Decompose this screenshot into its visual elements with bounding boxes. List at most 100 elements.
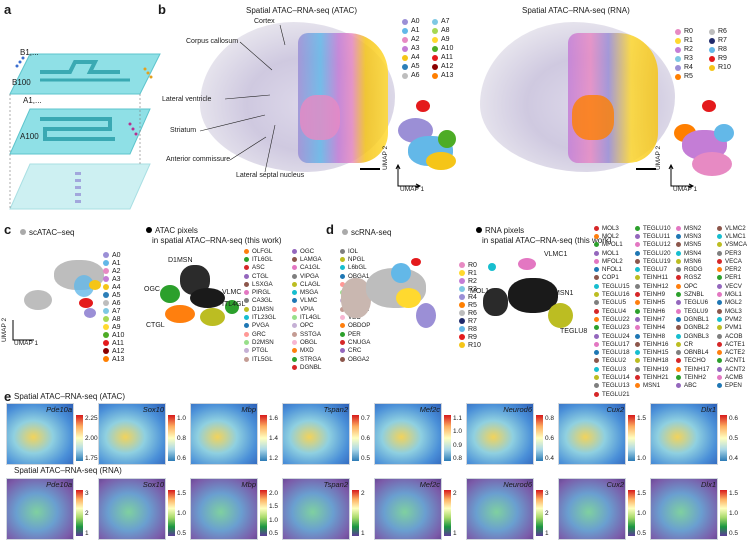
celltype-legend-item: STRGA xyxy=(292,355,338,363)
celltype-legend-item: TEGLU3 xyxy=(594,365,634,373)
legend-dot xyxy=(594,258,599,264)
celltype-legend-item: TEGLU12 xyxy=(635,241,675,249)
legend-item: R0 xyxy=(675,27,709,36)
legend-dot xyxy=(594,242,599,248)
legend-dot xyxy=(594,325,599,331)
rna-celltype-col-3: MSN2 MSN3 MSN5 MSN4 MSN6 RGDG RGSZ OPC SZNBL TEGL… xyxy=(676,224,716,398)
celltype-legend-item: PVM1 xyxy=(717,324,750,332)
legend-item: R10 xyxy=(709,63,743,72)
celltype-legend-item: LAMGA xyxy=(292,255,338,263)
celltype-label: TEGLU21 xyxy=(602,390,630,398)
celltype-legend-item: TEGLU5 xyxy=(594,299,634,307)
colorbar-tick: 1.0 xyxy=(637,510,647,517)
legend-dot xyxy=(594,275,599,281)
scale-bar-atac xyxy=(360,168,380,170)
colorbar-tick: 1.0 xyxy=(269,516,279,524)
colorbar-tick: 3 xyxy=(545,490,549,497)
legend-dot xyxy=(594,283,599,289)
celltype-legend-item: DGNBL2 xyxy=(676,324,716,332)
legend-item: A6 xyxy=(103,299,124,307)
legend-dot xyxy=(340,248,345,254)
legend-item: R8 xyxy=(709,45,743,54)
celltype-label: TEINH16 xyxy=(643,340,669,348)
colorbar-tick: 1.0 xyxy=(177,415,187,422)
legend-item: R3 xyxy=(459,285,481,293)
celltype-legend-item: ITL5GL xyxy=(244,355,290,363)
colorbar-tick: 2.0 xyxy=(269,490,279,497)
legend-dot xyxy=(244,256,249,262)
label-itl4gl: ITL4GL xyxy=(222,301,246,308)
colorbar-tick: 2.25 xyxy=(85,415,98,422)
rna-umap2-label: UMAP 2 xyxy=(655,145,662,170)
legend-dot xyxy=(292,323,297,329)
atac-umap1-label: UMAP 1 xyxy=(400,186,425,193)
scrna-umap xyxy=(336,248,456,338)
legend-dot xyxy=(676,225,681,231)
celltype-label: PER1 xyxy=(725,274,742,282)
colorbar-tick: 0.7 xyxy=(361,415,371,422)
celltype-label: TEINH11 xyxy=(643,274,668,282)
celltype-legend-item: OBGA1 xyxy=(340,272,386,280)
celltype-label: MSN2 xyxy=(684,224,702,232)
celltype-legend-item: DGNBL3 xyxy=(676,332,716,340)
celltype-legend-item: MGL1 xyxy=(717,290,750,298)
legend-dot xyxy=(635,242,640,248)
celltype-legend-item: PER3 xyxy=(717,249,750,257)
colorbar xyxy=(628,415,635,461)
rna-pixels-umap xyxy=(478,258,588,338)
gene-map-pde10a xyxy=(6,478,74,540)
legend-dot xyxy=(676,242,681,248)
celltype-label: ITL6GL xyxy=(252,255,273,263)
legend-item: R4 xyxy=(459,293,481,301)
panel-letter-a: a xyxy=(4,2,12,17)
gene-map-tspan2 xyxy=(282,403,350,465)
celltype-legend-item: MSN5 xyxy=(676,241,716,249)
celltype-legend-item: L6bGL xyxy=(340,264,386,272)
celltype-label: TEGLU11 xyxy=(643,232,671,240)
celltype-label: VIPGA xyxy=(300,272,319,280)
legend-item: R1 xyxy=(675,36,709,45)
celltype-legend-item: ACMB xyxy=(717,373,750,381)
celltype-legend-item: SZNBL xyxy=(676,290,716,298)
celltype-legend-item: MSGA xyxy=(292,288,338,296)
gene-label: Neurod6 xyxy=(503,405,532,414)
celltype-label: VSMCA xyxy=(725,241,748,249)
celltype-legend-item: TEGLU9 xyxy=(676,307,716,315)
celltype-legend-item: LSXGA xyxy=(244,280,290,288)
colorbar xyxy=(76,490,83,536)
celltype-legend-item: PER xyxy=(340,330,386,338)
celltype-label: TEGLU24 xyxy=(602,332,630,340)
legend-dot xyxy=(340,265,345,271)
celltype-legend-item: ACNT1 xyxy=(717,357,750,365)
legend-item: A12 xyxy=(432,62,462,71)
label-msn1: MSN1 xyxy=(554,290,574,297)
legend-dot xyxy=(594,391,599,397)
celltype-legend-item: VSMCA xyxy=(717,241,750,249)
celltype-label: TEGLU3 xyxy=(602,365,627,373)
gene-label: Cux2 xyxy=(606,480,624,489)
legend-item: A12 xyxy=(103,347,124,355)
celltype-label: STRGA xyxy=(300,355,322,363)
celltype-label: MSN1 xyxy=(643,382,661,390)
celltype-legend-item: OBGL xyxy=(292,338,338,346)
rna-pixels-subtitle: in spatial ATAC–RNA-seq (this work) xyxy=(482,236,612,245)
legend-dot xyxy=(292,331,297,337)
celltype-label: OBGA1 xyxy=(348,272,370,280)
celltype-legend-item: TEGLU20 xyxy=(635,249,675,257)
celltype-legend-item: PER2 xyxy=(717,265,750,273)
legend-dot xyxy=(244,306,249,312)
celltype-label: TEGLU2 xyxy=(602,357,627,365)
legend-item: A9 xyxy=(432,35,462,44)
celltype-label: NFOL1 xyxy=(602,266,622,274)
celltype-label: TEINH2 xyxy=(684,373,707,381)
gene-map-mbp xyxy=(190,478,258,540)
celltype-legend-item: MGL2 xyxy=(717,299,750,307)
celltype-legend-item: CRC xyxy=(340,347,386,355)
colorbar-tick: 0.6 xyxy=(361,435,371,442)
legend-item: A3 xyxy=(103,275,124,283)
legend-dot xyxy=(594,308,599,314)
celltype-legend-item: ITL23GL xyxy=(244,313,290,321)
legend-item: R6 xyxy=(459,309,481,317)
celltype-legend-item: TEINH4 xyxy=(635,324,675,332)
legend-item: R5 xyxy=(675,72,709,81)
